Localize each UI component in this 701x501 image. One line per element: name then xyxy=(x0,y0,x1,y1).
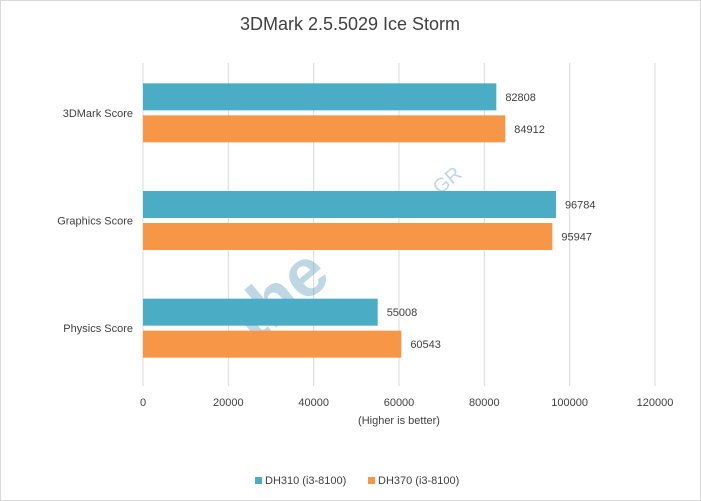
x-tick-label: 120000 xyxy=(637,397,674,409)
bar-dh310 xyxy=(143,191,556,218)
legend-item: DH310 (i3-8100) xyxy=(265,475,346,487)
bar-dh310 xyxy=(143,298,378,326)
legend-item: DH370 (i3-8100) xyxy=(378,475,459,487)
bar-dh310 xyxy=(143,83,497,111)
data-label: 60543 xyxy=(410,339,441,351)
x-tick-label: 40000 xyxy=(298,397,329,409)
y-category-label: Physics Score xyxy=(63,323,133,335)
bar-dh370 xyxy=(143,330,402,358)
x-axis-label: (Higher is better) xyxy=(358,415,440,427)
data-label: 96784 xyxy=(565,200,596,212)
legend-swatch xyxy=(255,477,262,484)
bar-dh370 xyxy=(143,115,506,143)
x-tick-label: 20000 xyxy=(213,397,244,409)
data-label: 55008 xyxy=(387,307,418,319)
x-tick-label: 60000 xyxy=(384,397,415,409)
data-label: 84912 xyxy=(514,124,545,136)
y-category-label: 3DMark Score xyxy=(63,108,133,120)
legend-swatch xyxy=(368,477,375,484)
data-label: 82808 xyxy=(505,92,536,104)
bar-dh370 xyxy=(143,223,553,250)
chart-title: 3DMark 2.5.5029 Ice Storm xyxy=(240,14,460,34)
x-tick-label: 100000 xyxy=(551,397,588,409)
y-category-label: Graphics Score xyxy=(57,216,133,228)
x-tick-label: 0 xyxy=(140,397,146,409)
x-tick-label: 80000 xyxy=(469,397,500,409)
data-label: 95947 xyxy=(561,232,592,244)
